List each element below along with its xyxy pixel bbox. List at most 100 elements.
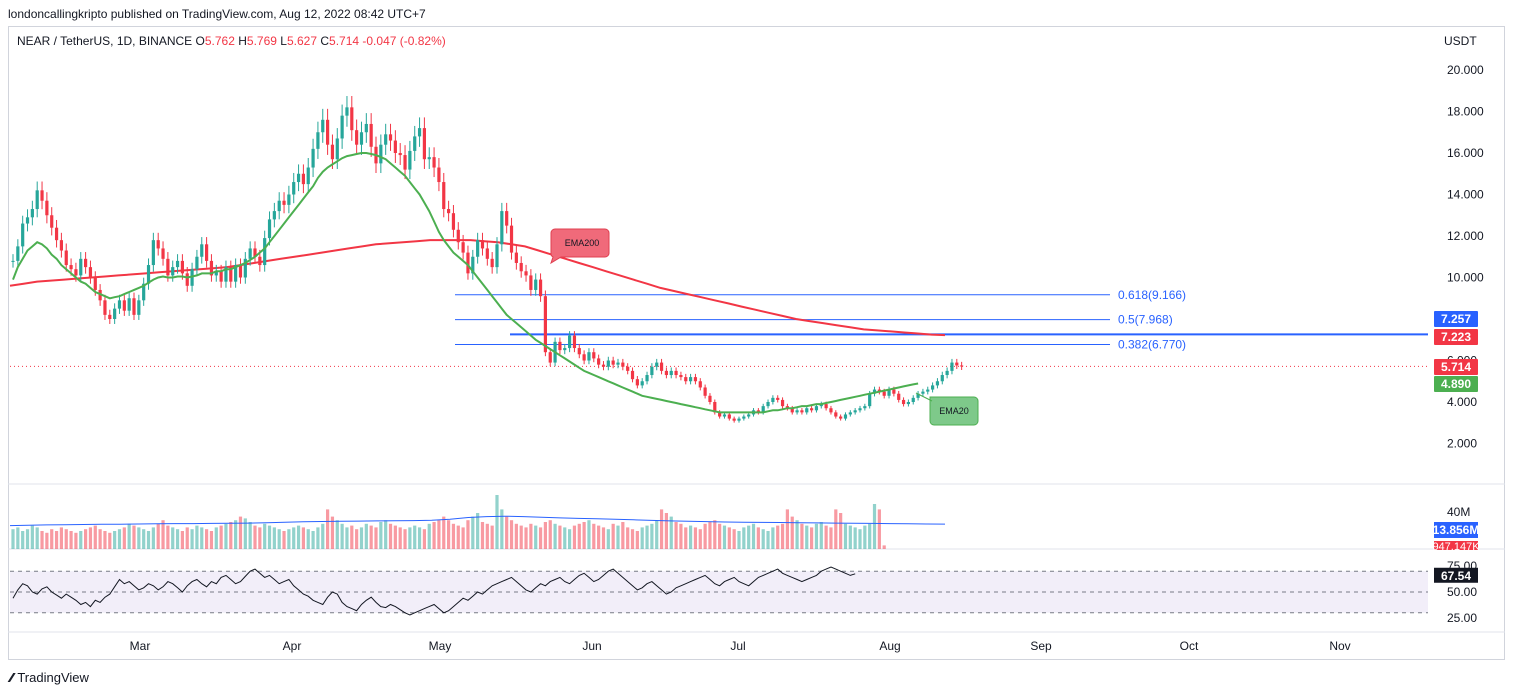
volume-bar	[21, 531, 25, 549]
volume-bar	[200, 527, 204, 549]
candle-body	[892, 389, 896, 394]
candle-body	[45, 200, 49, 216]
volume-bar	[59, 527, 63, 549]
volume-bar	[74, 532, 78, 549]
time-tick-label: Mar	[130, 639, 151, 653]
volume-bar	[427, 523, 431, 549]
volume-bar	[408, 527, 412, 549]
candle-body	[509, 225, 514, 253]
volume-bar	[403, 529, 407, 549]
volume-bar	[853, 527, 857, 549]
volume-bar	[398, 527, 402, 549]
candle-body	[790, 408, 794, 413]
volume-bar	[263, 523, 267, 549]
volume-bar	[224, 523, 228, 549]
candle-body	[384, 134, 388, 145]
candle-body	[587, 352, 591, 361]
candle-body	[408, 150, 412, 170]
candle-body	[568, 335, 572, 349]
volume-bar	[282, 531, 286, 549]
candle-body	[359, 132, 364, 145]
candle-body	[74, 269, 78, 276]
volume-bar	[476, 513, 480, 549]
candle-body	[200, 244, 204, 257]
volume-bar	[630, 529, 635, 549]
candle-body	[258, 256, 262, 266]
candle-body	[524, 271, 528, 276]
candle-body	[156, 240, 160, 249]
candle-body	[432, 157, 436, 168]
ohlc-legend: NEAR / TetherUS, 1D, BINANCE O5.762 H5.7…	[17, 34, 446, 48]
volume-bar	[722, 525, 727, 549]
candle-body	[287, 194, 291, 205]
ema20-line	[12, 152, 919, 414]
ema20-price-tag-bg	[1434, 376, 1478, 392]
footer-brand[interactable]: ⁄⁄ TradingView	[10, 670, 89, 685]
volume-bar	[727, 527, 731, 549]
ema200-callout	[550, 228, 610, 265]
volume-bar	[137, 527, 141, 549]
symbol-label[interactable]: NEAR / TetherUS, 1D, BINANCE	[17, 34, 193, 48]
tradingview-logo-icon: ⁄⁄	[10, 670, 14, 685]
price-tick-label: 10.000	[1447, 271, 1484, 285]
volume-bar	[127, 523, 131, 549]
candle-body	[461, 242, 465, 253]
candle-body	[11, 260, 15, 262]
volume-bar	[364, 523, 368, 549]
candle-body	[563, 348, 567, 351]
volume-bar	[829, 527, 833, 549]
volume-bar	[689, 525, 693, 549]
volume-bar	[524, 527, 528, 549]
volume-bar	[447, 520, 451, 549]
volume-bar	[248, 522, 252, 549]
volume-bar	[543, 522, 547, 549]
candle-body	[40, 190, 44, 201]
volume-bar	[500, 509, 504, 549]
volume-bar	[558, 525, 562, 549]
candle-body	[834, 412, 838, 417]
candle-body	[335, 138, 339, 160]
volume-bar	[417, 527, 422, 549]
candle-body	[16, 246, 20, 261]
candle-body	[422, 128, 426, 160]
volume-bar	[16, 527, 20, 549]
volume-bar	[311, 531, 315, 549]
candle-body	[108, 314, 112, 319]
volume-bar	[708, 522, 712, 549]
candle-body	[514, 252, 518, 263]
volume-bar	[243, 518, 247, 549]
volume-bar	[35, 527, 39, 549]
candle-body	[471, 256, 475, 274]
candle-body	[369, 123, 373, 147]
candle-body	[127, 298, 131, 311]
candle-body	[848, 412, 852, 415]
candle-body	[340, 115, 344, 139]
candle-body	[911, 397, 915, 402]
time-tick-label: Oct	[1180, 639, 1199, 653]
candle-body	[906, 402, 910, 405]
time-tick-label: May	[429, 639, 452, 653]
candle-body	[901, 399, 906, 405]
candle-body	[59, 240, 63, 251]
candle-body	[960, 365, 964, 367]
volume-bar	[122, 527, 126, 549]
volume-ma-tag-bg	[1434, 522, 1478, 538]
open-label: O	[195, 34, 205, 48]
candle-body	[185, 273, 189, 286]
volume-bar	[88, 527, 93, 549]
volume-bar	[321, 523, 325, 549]
candle-body	[306, 167, 310, 185]
candle-body	[650, 366, 654, 376]
volume-bar	[413, 525, 417, 549]
price-tick-label: 16.000	[1447, 146, 1484, 160]
volume-bar	[267, 525, 272, 549]
candle-body	[388, 134, 393, 141]
volume-bar	[563, 527, 567, 549]
candle-body	[495, 244, 499, 268]
time-tick-label: Jul	[730, 639, 745, 653]
volume-ma-line	[9, 515, 946, 527]
volume-bar	[50, 529, 54, 549]
candle-body	[166, 258, 170, 276]
volume-bar	[374, 527, 378, 549]
